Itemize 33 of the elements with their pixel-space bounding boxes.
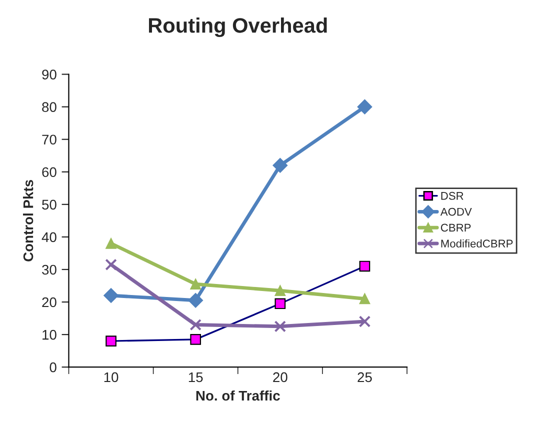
y-tick-label: 70: [42, 134, 56, 145]
y-tick-label: 90: [42, 70, 56, 80]
x-axis-title: No. of Traffic: [196, 390, 280, 401]
point: [190, 278, 202, 290]
point: [105, 258, 117, 271]
point: [272, 158, 288, 173]
y-tick-label: 10: [42, 330, 56, 340]
point: [104, 288, 118, 303]
point: [358, 316, 371, 328]
point: [190, 318, 202, 331]
y-tick-label: 50: [42, 200, 56, 210]
x-tick-label: 15: [188, 372, 203, 382]
y-tick-label: 0: [50, 362, 56, 372]
y-tick-label: 40: [42, 232, 56, 242]
point: [357, 99, 372, 114]
legend-label: AODV: [440, 208, 472, 216]
legend-label: DSR: [441, 192, 464, 200]
y-tick-label: 20: [42, 297, 56, 308]
y-tick-label: 30: [42, 264, 56, 275]
legend-label: ModifiedCBRP: [441, 239, 513, 248]
y-tick-label: 80: [42, 102, 56, 112]
y-tick-label: 60: [42, 167, 56, 178]
point: [188, 292, 204, 308]
x-tick-label: 20: [273, 372, 288, 382]
point: [106, 238, 116, 249]
point: [274, 320, 286, 332]
point: [274, 285, 286, 296]
x-tick-label: 10: [104, 372, 118, 382]
y-axis-title: Control Pkts: [22, 180, 34, 262]
x-tick-label: 25: [358, 372, 372, 382]
legend-label: CBRP: [440, 224, 471, 232]
point: [359, 293, 370, 304]
chart-title: Routing Overhead: [148, 18, 327, 38]
